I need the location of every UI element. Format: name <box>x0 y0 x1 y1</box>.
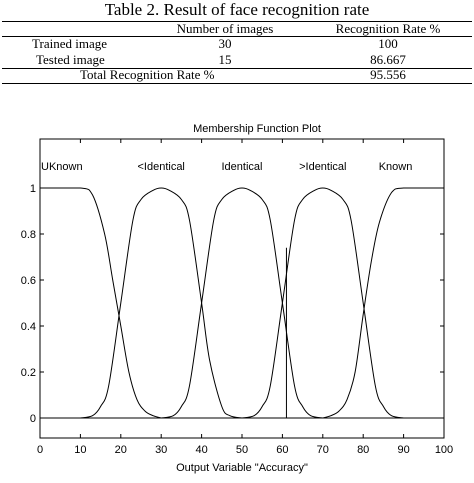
tick-layer: 0 10 20 30 40 50 60 70 80 90 100 0 0.2 0.4 0.6 0.8 1 <box>21 139 453 456</box>
y-tick-label: 1 <box>30 183 36 195</box>
series-label-identical-3: >Identical <box>299 161 346 173</box>
series-line-known-4 <box>322 187 444 419</box>
row-trained-count: 30 <box>218 36 232 51</box>
x-tick-label: 50 <box>236 444 248 456</box>
x-tick-label: 70 <box>317 444 329 456</box>
series-label-known-4: Known <box>379 161 413 173</box>
series-line-identical-1 <box>80 187 243 419</box>
x-tick-label: 10 <box>74 444 86 456</box>
y-tick-label: 0 <box>30 413 36 425</box>
series-label-uknown-0: UKnown <box>41 161 83 173</box>
y-tick-label: 0.6 <box>21 275 36 287</box>
table-bottom-rule <box>2 83 472 84</box>
y-tick-label: 0.2 <box>21 367 36 379</box>
series-label-identical-2: Identical <box>222 161 263 173</box>
row-tested-count: 15 <box>218 52 232 67</box>
row-tested-label: Tested image <box>36 52 105 67</box>
membership-plot-svg: Membership Function Plot 0 10 20 30 40 50 60 70… <box>21 123 453 474</box>
x-axis-label: Output Variable "Accuracy" <box>176 462 308 474</box>
table-caption: Table 2. Result of face recognition rate <box>104 0 370 19</box>
series-line-identical-2 <box>161 187 323 419</box>
row-trained-rate: 100 <box>378 36 398 51</box>
x-tick-label: 90 <box>397 444 409 456</box>
plot-title: Membership Function Plot <box>193 123 321 135</box>
x-tick-label: 0 <box>37 444 43 456</box>
table-mid-rule <box>2 68 472 69</box>
x-tick-label: 20 <box>115 444 127 456</box>
total-label: Total Recognition Rate % <box>80 67 215 82</box>
row-trained-label: Trained image <box>32 36 107 51</box>
series-label-layer: UKnown <Identical Identical >Identical Known <box>41 161 412 173</box>
x-tick-label: 80 <box>357 444 369 456</box>
x-tick-label: 30 <box>155 444 167 456</box>
row-tested-rate: 86.667 <box>370 52 406 67</box>
series-line-identical-3 <box>241 187 404 419</box>
x-tick-label: 40 <box>195 444 207 456</box>
header-number-of-images: Number of images <box>176 21 274 36</box>
series-layer <box>40 187 444 419</box>
table-top-rule <box>2 21 472 22</box>
y-tick-label: 0.4 <box>21 321 36 333</box>
x-tick-label: 100 <box>435 444 453 456</box>
series-label-identical-1: <Identical <box>137 161 184 173</box>
axes-box <box>39 138 445 439</box>
series-line-uknown-0 <box>40 187 162 419</box>
table-header-rule <box>2 36 472 37</box>
membership-plot: Membership Function Plot 0 10 20 30 40 50 60 70… <box>0 118 474 478</box>
x-tick-label: 60 <box>276 444 288 456</box>
total-value: 95.556 <box>370 67 406 82</box>
y-tick-label: 0.8 <box>21 229 36 241</box>
header-recognition-rate: Recognition Rate % <box>335 21 441 36</box>
